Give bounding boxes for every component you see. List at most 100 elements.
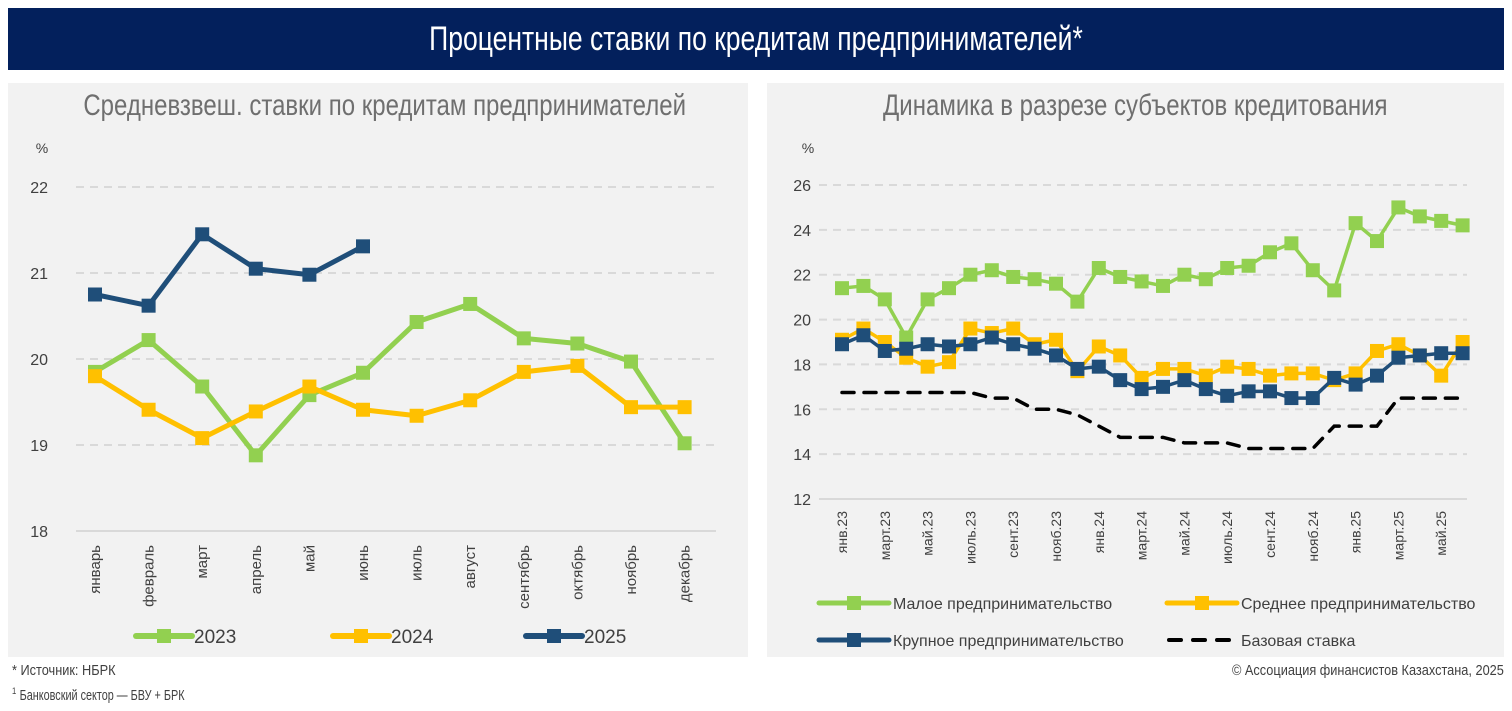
data-point-малое-предпринимательство (1434, 213, 1449, 228)
series-line-2024 (93, 363, 685, 441)
x-tick-label: май.25 (1433, 511, 1449, 556)
data-point-2023 (624, 354, 638, 369)
data-point-крупное-предпринимательство (1434, 346, 1449, 361)
data-point-крупное-предпринимательство (1177, 373, 1192, 388)
x-tick-label: янв.25 (1348, 511, 1364, 553)
data-point-2023 (409, 315, 424, 330)
data-point-крупное-предпринимательство (1241, 384, 1256, 399)
data-point-малое-предпринимательство (877, 292, 892, 307)
x-tick-label: ноябрь (623, 545, 640, 595)
legend-label: 2023 (194, 627, 236, 648)
data-point-малое-предпринимательство (1327, 283, 1342, 298)
data-point-среднее-предпринимательство (1049, 332, 1063, 347)
data-point-крупное-предпринимательство (1284, 391, 1299, 406)
right-chart: % 12 14 16 18 20 22 24 26 янв.23 март.23 май.23 июль… (793, 140, 1475, 650)
x-tick-label: март.24 (1134, 511, 1150, 560)
legend-item-крупное-предпринимательство: Крупное предпринимательство (816, 633, 1124, 650)
y-axis-unit-label: % (36, 140, 48, 156)
data-point-малое-предпринимательство (920, 292, 935, 307)
left-chart: % 18 19 20 21 22 январь февраль март апрель май июн… (30, 140, 716, 648)
data-point-крупное-предпринимательство (1370, 368, 1384, 383)
data-point-среднее-предпринимательство (1113, 348, 1128, 363)
data-point-2023 (356, 365, 370, 380)
x-tick-label: июль.23 (962, 511, 978, 564)
data-point-малое-предпринимательство (1156, 278, 1170, 293)
data-point-крупное-предпринимательство (1027, 341, 1042, 356)
page-title: Процентные ставки по кредитам предприним… (429, 19, 1083, 58)
data-point-2025 (195, 227, 210, 242)
data-point-крупное-предпринимательство (920, 337, 935, 352)
x-tick-label: янв.23 (834, 511, 850, 553)
x-tick-label: январь (87, 545, 104, 594)
data-point-малое-предпринимательство (1455, 218, 1470, 233)
x-tick-label: май.24 (1176, 511, 1192, 556)
data-point-2023 (570, 336, 585, 351)
x-tick-label: сентябрь (516, 545, 533, 609)
data-point-среднее-предпринимательство (1006, 321, 1021, 336)
data-point-2024 (624, 400, 638, 415)
data-point-2025 (248, 261, 263, 276)
data-point-среднее-предпринимательство (920, 359, 935, 374)
data-point-среднее-предпринимательство (1134, 370, 1149, 385)
y-tick-label: 26 (793, 178, 811, 195)
data-point-среднее-предпринимательство (1177, 361, 1192, 376)
data-point-2024 (141, 402, 156, 417)
x-tick-label: май (301, 545, 318, 572)
data-point-2023 (195, 379, 210, 394)
data-point-2024 (195, 431, 210, 446)
legend-label: Крупное предпринимательство (893, 633, 1124, 650)
y-tick-label: 19 (30, 438, 48, 455)
right-chart-title: Динамика в разрезе субъектов кредитовани… (883, 89, 1388, 122)
data-point-малое-предпринимательство (1198, 272, 1213, 287)
data-point-крупное-предпринимательство (1134, 382, 1149, 397)
data-point-малое-предпринимательство (1027, 272, 1042, 287)
data-point-крупное-предпринимательство (1327, 370, 1342, 385)
y-tick-label: 18 (793, 357, 811, 374)
legend-label: Базовая ставка (1241, 633, 1356, 650)
x-tick-label: июль.24 (1219, 511, 1235, 564)
copyright: © Ассоциация финансистов Казахстана, 202… (1232, 662, 1504, 679)
data-point-крупное-предпринимательство (1113, 373, 1128, 388)
data-point-2023 (463, 296, 478, 311)
x-tick-label: июнь (355, 545, 372, 581)
data-point-крупное-предпринимательство (1220, 388, 1235, 403)
data-point-среднее-предпринимательство (1391, 337, 1406, 352)
data-point-крупное-предпринимательство (1348, 377, 1363, 392)
x-tick-label: май.23 (920, 511, 936, 556)
x-tick-label: март.25 (1390, 511, 1406, 560)
data-point-малое-предпринимательство (835, 281, 849, 296)
x-tick-label: сент.24 (1262, 511, 1278, 558)
data-point-крупное-предпринимательство (899, 341, 914, 356)
data-point-2024 (302, 379, 317, 394)
data-point-малое-предпринимательство (1370, 234, 1384, 249)
legend-marker (1195, 596, 1209, 610)
data-point-крупное-предпринимательство (963, 337, 978, 352)
legend-item-2025: 2025 (523, 627, 626, 648)
data-point-крупное-предпринимательство (1156, 379, 1170, 394)
legend-marker (157, 629, 171, 643)
legend-marker (354, 629, 368, 643)
data-point-малое-предпринимательство (1091, 260, 1106, 275)
y-tick-label: 22 (30, 180, 48, 197)
legend-item-2023: 2023 (133, 627, 236, 648)
x-tick-label: сент.23 (1005, 511, 1021, 558)
data-point-2024 (88, 369, 102, 384)
data-point-малое-предпринимательство (1134, 274, 1149, 289)
data-point-2024 (248, 404, 263, 419)
data-point-крупное-предпринимательство (1091, 359, 1106, 374)
data-point-среднее-предпринимательство (1241, 361, 1256, 376)
data-point-крупное-предпринимательство (1455, 346, 1470, 361)
data-point-крупное-предпринимательство (1412, 348, 1427, 363)
data-point-2025 (141, 298, 156, 313)
data-point-2024 (409, 408, 424, 423)
data-point-крупное-предпринимательство (942, 339, 956, 354)
data-point-малое-предпринимательство (1391, 200, 1406, 215)
data-point-2025 (302, 267, 317, 282)
data-point-малое-предпринимательство (1049, 276, 1063, 291)
legend-item-малое-предпринимательство: Малое предпринимательство (816, 596, 1112, 613)
data-point-2023 (248, 448, 263, 463)
y-tick-label: 14 (793, 447, 811, 464)
data-point-крупное-предпринимательство (877, 343, 892, 358)
y-tick-label: 21 (30, 266, 48, 283)
data-point-2024 (463, 393, 478, 408)
